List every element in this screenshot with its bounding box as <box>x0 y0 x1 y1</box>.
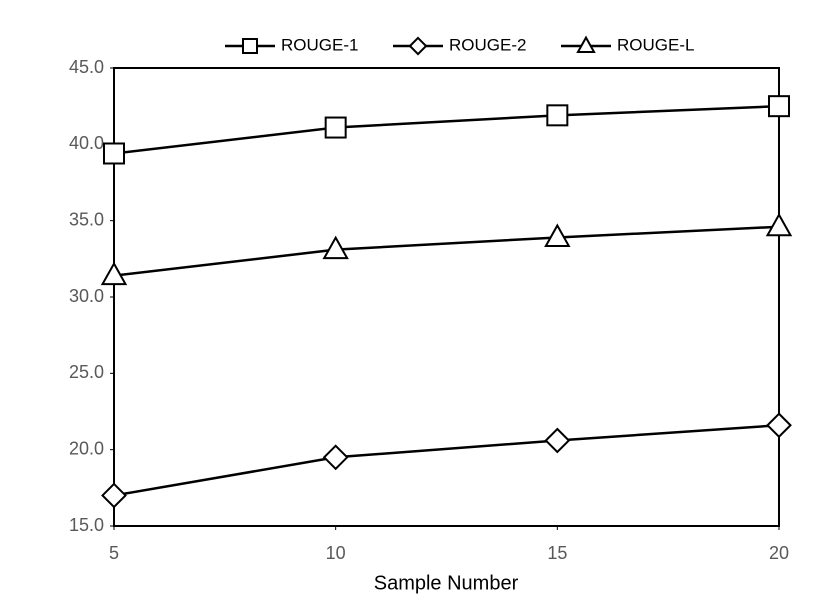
x-axis-title: Sample Number <box>374 572 519 594</box>
x-tick-label: 20 <box>769 543 789 563</box>
data-point <box>100 261 128 286</box>
y-tick-label: 15.0 <box>69 515 104 535</box>
data-point <box>322 235 349 260</box>
y-tick-label: 25.0 <box>69 362 104 382</box>
y-tick-label: 40.0 <box>69 133 104 153</box>
y-tick-label: 35.0 <box>69 209 104 229</box>
plot-frame <box>113 67 780 527</box>
x-tick-label: 10 <box>326 543 346 563</box>
legend-marker <box>408 36 428 56</box>
legend-text: ROUGE-2 <box>449 35 526 54</box>
legend-marker <box>576 35 596 53</box>
data-point <box>101 482 127 509</box>
y-tick-label: 45.0 <box>69 57 104 77</box>
data-point <box>103 142 125 165</box>
data-point <box>765 212 793 237</box>
legend-text: ROUGE-1 <box>281 35 358 54</box>
data-point <box>546 104 569 127</box>
data-point <box>544 427 571 454</box>
y-tick-label: 30.0 <box>69 286 104 306</box>
data-point <box>766 412 792 439</box>
series-line <box>113 225 780 277</box>
data-point <box>544 223 571 247</box>
series-line <box>113 423 780 497</box>
data-point <box>322 444 349 471</box>
x-tick-label: 5 <box>109 543 119 563</box>
y-tick-label: 20.0 <box>69 438 104 458</box>
data-point <box>768 95 790 118</box>
series-line <box>113 104 780 155</box>
x-tick-label: 15 <box>547 543 567 563</box>
legend-marker <box>242 38 258 54</box>
legend-text: ROUGE-L <box>617 35 694 54</box>
data-point <box>324 116 347 139</box>
